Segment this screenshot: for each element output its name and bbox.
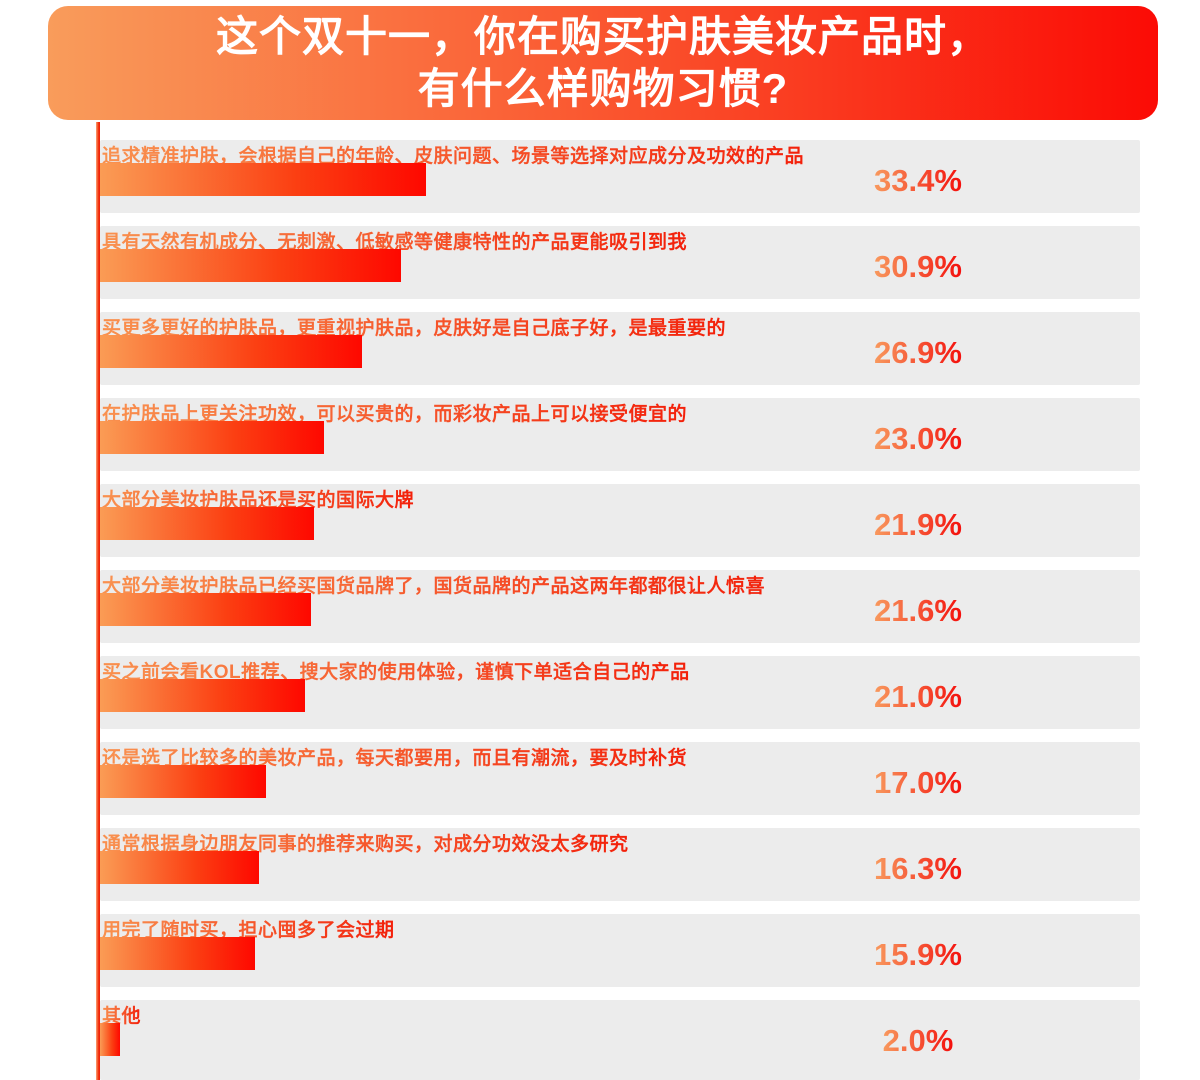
bar-category-label: 大部分美妆护肤品已经买国货品牌了，国货品牌的产品这两年都都很让人惊喜 — [102, 571, 765, 598]
value-label: 21.6% — [833, 593, 1003, 629]
bar-category-label-text: 其他 — [102, 1001, 141, 1028]
value-label-text: 16.3% — [874, 851, 962, 886]
value-label: 21.9% — [833, 507, 1003, 543]
bar — [100, 593, 311, 626]
bar-category-label: 通常根据身边朋友同事的推荐来购买，对成分功效没太多研究 — [102, 829, 629, 856]
bar-row: 具有天然有机成分、无刺激、低敏感等健康特性的产品更能吸引到我 30.9% — [100, 226, 1140, 299]
bar — [100, 1023, 120, 1056]
bar-category-label-text: 买更多更好的护肤品，更重视护肤品，皮肤好是自己底子好，是最重要的 — [102, 313, 726, 340]
bar — [100, 937, 256, 970]
bar-category-label-text: 具有天然有机成分、无刺激、低敏感等健康特性的产品更能吸引到我 — [102, 227, 687, 254]
bar-category-label-text: 在护肤品上更关注功效，可以买贵的，而彩妆产品上可以接受便宜的 — [102, 399, 687, 426]
value-label-text: 33.4% — [874, 163, 962, 198]
bar-category-label-text: 用完了随时买，担心囤多了会过期 — [102, 915, 395, 942]
bar-category-label: 其他 — [102, 1001, 141, 1028]
bar-row: 大部分美妆护肤品已经买国货品牌了，国货品牌的产品这两年都都很让人惊喜 21.6% — [100, 570, 1140, 643]
value-label: 33.4% — [833, 163, 1003, 199]
bar-row: 大部分美妆护肤品还是买的国际大牌 21.9% — [100, 484, 1140, 557]
bar-chart: 追求精准护肤，会根据自己的年龄、皮肤问题、场景等选择对应成分及功效的产品 33.4… — [100, 140, 1140, 1080]
value-label-text: 21.0% — [874, 679, 962, 714]
bar-row: 买更多更好的护肤品，更重视护肤品，皮肤好是自己底子好，是最重要的 26.9% — [100, 312, 1140, 385]
value-label-text: 2.0% — [882, 1023, 954, 1058]
bar-row: 通常根据身边朋友同事的推荐来购买，对成分功效没太多研究 16.3% — [100, 828, 1140, 901]
bar — [100, 335, 363, 368]
bar — [100, 765, 266, 798]
bar-category-label-text: 通常根据身边朋友同事的推荐来购买，对成分功效没太多研究 — [102, 829, 629, 856]
value-label-text: 26.9% — [874, 335, 962, 370]
bar — [100, 851, 259, 884]
bar-category-label: 具有天然有机成分、无刺激、低敏感等健康特性的产品更能吸引到我 — [102, 227, 687, 254]
bar-category-label: 还是选了比较多的美妆产品，每天都要用，而且有潮流，要及时补货 — [102, 743, 687, 770]
y-axis-line — [96, 122, 100, 1080]
bar-category-label-text: 买之前会看KOL推荐、搜大家的使用体验，谨慎下单适合自己的产品 — [102, 657, 690, 684]
value-label-text: 17.0% — [874, 765, 962, 800]
bar-category-label-text: 追求精准护肤，会根据自己的年龄、皮肤问题、场景等选择对应成分及功效的产品 — [102, 141, 804, 168]
bar — [100, 679, 305, 712]
bar-category-label: 买更多更好的护肤品，更重视护肤品，皮肤好是自己底子好，是最重要的 — [102, 313, 726, 340]
value-label: 21.0% — [833, 679, 1003, 715]
bar-category-label-text: 大部分美妆护肤品还是买的国际大牌 — [102, 485, 414, 512]
bar-row: 在护肤品上更关注功效，可以买贵的，而彩妆产品上可以接受便宜的 23.0% — [100, 398, 1140, 471]
value-label: 2.0% — [833, 1023, 1003, 1059]
value-label: 16.3% — [833, 851, 1003, 887]
bar — [100, 163, 426, 196]
bar-category-label: 买之前会看KOL推荐、搜大家的使用体验，谨慎下单适合自己的产品 — [102, 657, 690, 684]
bar-row: 用完了随时买，担心囤多了会过期 15.9% — [100, 914, 1140, 987]
value-label: 17.0% — [833, 765, 1003, 801]
chart-title-line1: 这个双十一，你在购买护肤美妆产品时， — [215, 13, 990, 60]
value-label-text: 21.9% — [874, 507, 962, 542]
bar-category-label-text: 还是选了比较多的美妆产品，每天都要用，而且有潮流，要及时补货 — [102, 743, 687, 770]
value-label-text: 15.9% — [874, 937, 962, 972]
value-label: 15.9% — [833, 937, 1003, 973]
bar-category-label: 在护肤品上更关注功效，可以买贵的，而彩妆产品上可以接受便宜的 — [102, 399, 687, 426]
value-label: 23.0% — [833, 421, 1003, 457]
value-label-text: 21.6% — [874, 593, 962, 628]
value-label-text: 23.0% — [874, 421, 962, 456]
bar-category-label: 用完了随时买，担心囤多了会过期 — [102, 915, 395, 942]
bar-category-label-text: 大部分美妆护肤品已经买国货品牌了，国货品牌的产品这两年都都很让人惊喜 — [102, 571, 765, 598]
chart-title: 这个双十一，你在购买护肤美妆产品时， 有什么样购物习惯? — [48, 6, 1158, 120]
bar — [100, 249, 402, 282]
bar-row: 买之前会看KOL推荐、搜大家的使用体验，谨慎下单适合自己的产品 21.0% — [100, 656, 1140, 729]
bar-category-label: 追求精准护肤，会根据自己的年龄、皮肤问题、场景等选择对应成分及功效的产品 — [102, 141, 804, 168]
value-label: 26.9% — [833, 335, 1003, 371]
chart-title-line2: 有什么样购物习惯? — [417, 65, 789, 112]
bar — [100, 507, 314, 540]
value-label-text: 30.9% — [874, 249, 962, 284]
bar-row: 追求精准护肤，会根据自己的年龄、皮肤问题、场景等选择对应成分及功效的产品 33.4… — [100, 140, 1140, 213]
value-label: 30.9% — [833, 249, 1003, 285]
bar-row: 其他 2.0% — [100, 1000, 1140, 1080]
bar — [100, 421, 325, 454]
bar-row: 还是选了比较多的美妆产品，每天都要用，而且有潮流，要及时补货 17.0% — [100, 742, 1140, 815]
bar-category-label: 大部分美妆护肤品还是买的国际大牌 — [102, 485, 414, 512]
